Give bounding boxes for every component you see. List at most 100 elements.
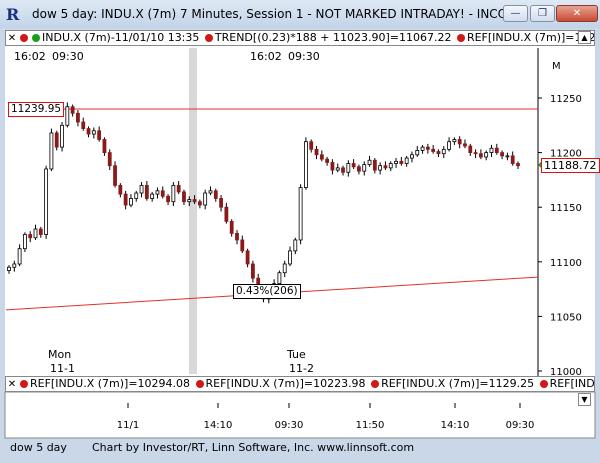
candle-body (309, 141, 314, 150)
last-price-label: 11188.72 (541, 157, 600, 173)
candle-body (431, 148, 436, 152)
candle-body (113, 165, 117, 186)
candle-body (86, 128, 91, 135)
ref-price-label: 11239.95 (8, 101, 65, 117)
ref1-readout: REF[INDU.X (7m)]=10294.08 (30, 377, 191, 390)
candle-body (425, 146, 430, 150)
scroll-up-arrow-icon[interactable]: ▲ (578, 31, 591, 44)
candle-body (91, 130, 96, 135)
candle-body (197, 201, 202, 206)
candle-body (38, 228, 43, 235)
candle-body (436, 151, 441, 155)
y-tick-label: 11150 (550, 203, 582, 214)
candle-body (489, 147, 494, 153)
candle-body (319, 154, 324, 160)
y-tick-label: 11100 (550, 258, 582, 269)
candle-body (171, 184, 176, 203)
candle-body (235, 233, 239, 241)
candle-body (288, 250, 292, 265)
candle-body (208, 190, 213, 194)
y-tick-label: 11200 (550, 149, 582, 160)
candle-body (410, 154, 414, 159)
day-date-label: 11-1 (50, 362, 75, 375)
close-pane-icon[interactable]: ✕ (7, 33, 17, 44)
restore-button[interactable]: ❐ (530, 5, 555, 22)
candle-body (277, 272, 282, 285)
y-axis-top-label: M (552, 61, 561, 72)
candle-body (160, 190, 165, 197)
status-dot-green-icon (32, 34, 40, 42)
candle-body (415, 150, 420, 156)
candle-body (367, 159, 372, 166)
credit-line: Chart by Investor/RT, Linn Software, Inc… (92, 441, 415, 454)
candle-body (362, 164, 367, 172)
y-tick-label: 11000 (550, 367, 582, 378)
candle-body (478, 153, 483, 158)
ref4-readout: REF[INDU.X (549, 377, 595, 390)
ref2-dot-icon (195, 380, 204, 388)
candle-body (150, 193, 155, 199)
candle-body (473, 152, 478, 155)
candle-body (102, 139, 107, 154)
candle-body (298, 187, 303, 241)
candle-body (250, 263, 255, 279)
close-pane-icon[interactable]: ✕ (7, 379, 17, 390)
candle-body (70, 106, 75, 114)
candle-body (33, 228, 38, 239)
session-close-label: 16:02 (14, 50, 46, 63)
candle-body (399, 160, 404, 164)
ref3-readout: REF[INDU.X (7m)]=1129.25 (381, 377, 535, 390)
ref1-dot-icon (20, 380, 28, 388)
x-tick-label: 14:10 (441, 420, 470, 431)
time-axis-panel (4, 391, 596, 439)
candle-body (134, 192, 139, 199)
scroll-down-arrow-icon[interactable]: ▼ (578, 393, 591, 406)
session-break-band (189, 48, 197, 374)
candle-body (245, 250, 250, 265)
trend-dot-icon (204, 34, 213, 42)
percent-change-annotation: 0.43%(206) (233, 284, 301, 299)
candle-body (383, 165, 388, 169)
status-dot-red-icon (20, 34, 28, 42)
candle-body (28, 234, 33, 239)
window-title: dow 5 day: INDU.X (7m) 7 Minutes, Sessio… (32, 7, 519, 21)
candle-body (23, 234, 27, 250)
trend-readout: TREND[(0.23)*188 + 11023.90]=11067.22 (214, 31, 452, 44)
ref-dot-icon (456, 34, 465, 42)
candle-body (394, 160, 398, 164)
x-tick-label: 11/1 (117, 420, 139, 431)
candle-body (282, 263, 287, 274)
candle-body (54, 132, 59, 148)
candle-body (60, 124, 64, 148)
day-weekday-label: Mon (48, 348, 71, 361)
y-tick-label: 11250 (550, 94, 582, 105)
candle-body (139, 184, 144, 194)
candle-body (468, 145, 473, 154)
chart-name: dow 5 day (10, 441, 67, 454)
candle-body (372, 159, 377, 171)
minimize-button[interactable]: — (503, 5, 528, 22)
candle-body (378, 165, 383, 171)
candle-body (447, 141, 451, 150)
candle-body (17, 248, 22, 265)
candle-body (441, 148, 446, 155)
candle-body (494, 147, 499, 153)
candle-body (404, 157, 409, 164)
title-bar[interactable]: R dow 5 day: INDU.X (7m) 7 Minutes, Sess… (0, 0, 600, 28)
candle-body (351, 163, 356, 168)
candle-body (187, 199, 192, 203)
candle-body (65, 106, 70, 126)
top-indicator-bar: ✕ INDU.X (7m)-11/01/10 13:35 TREND[(0.23)… (5, 30, 595, 46)
candle-body (484, 152, 489, 158)
candle-body (330, 162, 335, 171)
investor-rt-logo-icon: R (6, 5, 20, 24)
candle-body (129, 198, 133, 206)
candle-body (166, 195, 170, 203)
candle-body (203, 192, 208, 206)
candle-body (516, 163, 520, 167)
y-tick-label: 11050 (550, 312, 582, 323)
close-button[interactable]: ✕ (556, 5, 598, 22)
candle-body (97, 130, 102, 140)
quote-readout: INDU.X (7m)-11/01/10 13:35 (42, 31, 200, 44)
